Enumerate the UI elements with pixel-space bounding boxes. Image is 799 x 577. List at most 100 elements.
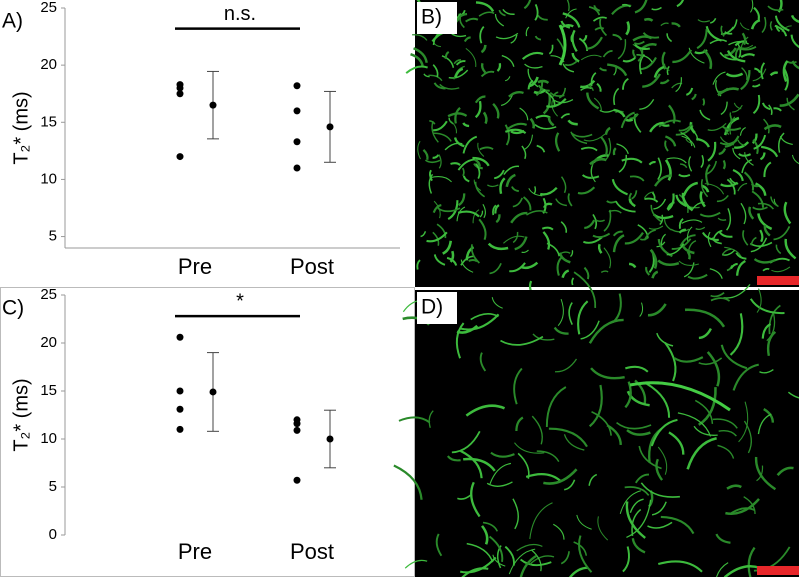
vessel [752,83,761,88]
vessel [588,384,603,428]
vessel [705,164,711,186]
vessel [741,159,753,174]
vessel [526,210,548,216]
vessel [699,109,711,121]
vessel [461,567,489,577]
vessel [457,193,466,207]
vessel [459,16,465,29]
vessel [774,15,790,32]
vessel [487,242,509,251]
vessel [773,226,791,241]
vessel [587,84,594,91]
vessel [653,65,665,78]
y-tick-label: 5 [49,228,57,245]
vessel [768,304,781,335]
vessel [761,145,779,158]
vessel [514,236,528,251]
vessel [710,297,731,302]
vessel [694,399,714,424]
x-tick-label: Pre [178,254,212,279]
vessel [707,141,717,162]
vessel [631,190,638,200]
vessel [715,562,729,577]
vessel [536,450,560,462]
vessel [470,312,499,321]
vessel [432,64,439,78]
vessel [586,36,603,50]
vessel [516,543,543,552]
vessel [412,34,428,41]
vessel [428,74,443,82]
vessel [724,31,733,35]
vessel [428,410,434,428]
vessel [492,204,497,216]
vessel [449,119,457,134]
vessel [534,35,542,41]
y-tick-label: 10 [40,430,57,447]
vessel [489,462,512,485]
vessel [554,358,578,373]
vessel [790,14,799,23]
data-point [176,84,184,92]
vessel [531,549,542,572]
vessel [486,481,513,487]
vessel [754,182,767,196]
vessel [586,92,600,110]
vessel [783,68,789,91]
vessel [455,322,465,359]
vessel [650,204,663,223]
vessel [738,153,752,157]
vessel [723,283,751,299]
vessel [519,107,529,121]
vessel [479,26,485,44]
vessel [664,218,672,231]
vessel [675,77,682,93]
vessel [457,494,472,500]
vessel [678,218,684,229]
vessel [462,167,465,177]
vessel [523,0,532,10]
vessel [432,132,452,142]
vessel [405,65,428,74]
vessel [622,77,629,90]
vessel [655,458,664,481]
vessel [683,262,695,278]
vessel [511,186,519,193]
vessel [750,236,757,246]
x-tick-label: Post [290,254,334,279]
vessel [730,262,738,270]
vessel [783,201,792,225]
vessel [744,152,754,166]
vessel [470,481,481,518]
vessel [562,63,575,73]
vessel [775,244,782,255]
vessel [482,111,488,125]
vessel [678,260,700,266]
significance-label: * [236,290,244,312]
data-point [176,90,184,98]
vessel [791,154,799,165]
vessel [624,486,650,496]
vessel [590,72,597,86]
vessel [534,3,539,21]
panel-label: B) [421,6,442,29]
vessel [481,525,489,545]
data-point [176,387,184,395]
vessel [681,192,694,212]
vessel [625,365,649,373]
data-point [293,476,301,484]
vessel [622,546,630,573]
vessel [506,122,528,131]
vessel [741,67,748,81]
vessel [707,122,727,131]
vessel [548,44,554,55]
vessel [659,214,664,226]
vessel [525,26,530,37]
vessel [763,124,782,131]
vessel [465,17,479,23]
panel-label: D) [421,296,443,319]
vessel [580,146,598,152]
vessel [613,87,620,106]
vessel [666,157,687,164]
vessel [557,298,564,327]
